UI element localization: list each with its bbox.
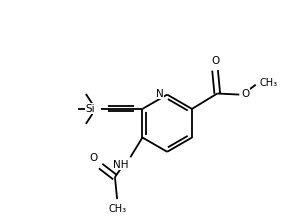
Text: O: O (89, 153, 97, 163)
Text: CH₃: CH₃ (108, 204, 126, 214)
Text: O: O (241, 89, 249, 99)
Text: N: N (156, 88, 164, 99)
Text: Si: Si (85, 104, 95, 114)
Text: NH: NH (113, 160, 128, 170)
Text: CH₃: CH₃ (259, 78, 278, 88)
Text: O: O (211, 56, 219, 66)
